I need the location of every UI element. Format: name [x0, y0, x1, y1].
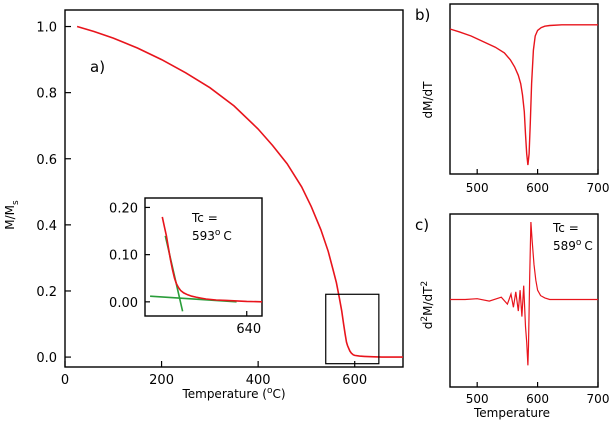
panel-c-y-axis-label: d2M/dT2 [420, 281, 435, 329]
panel-a-y-tick-label: 0.8 [36, 87, 57, 102]
panel-a-y-axis: 0.0 0.2 0.4 0.6 0.8 1.0 [36, 21, 71, 366]
panel-a-inset-y-tick-label: 0.10 [109, 249, 138, 264]
panel-a-inset-annotation-tc: Tc = [191, 211, 218, 225]
panel-b-x-tick-label: 600 [526, 181, 549, 195]
panel-b-chart: 500 600 700 b) dM/dT [415, 3, 610, 195]
panel-a-y-tick-label: 0.6 [36, 153, 57, 168]
panel-c-x-tick-label: 500 [466, 392, 489, 406]
panel-a-inset-chart: 640 0.00 0.10 0.20 Tc = 593o C [109, 197, 263, 337]
panel-c-x-axis: 500 600 700 [466, 382, 610, 406]
panel-a-label: a) [90, 58, 105, 76]
panel-a-inset-y-tick-label: 0.20 [109, 201, 138, 216]
panel-c-series-line [450, 221, 598, 366]
panel-c-frame [449, 213, 599, 388]
panel-a-x-tick-label: 0 [61, 373, 69, 388]
panel-a-series-line [76, 25, 403, 358]
panel-a-frame [64, 9, 404, 368]
panel-b-x-axis: 500 600 700 [466, 169, 610, 195]
panel-a-y-tick-label: 0.4 [36, 219, 57, 234]
panel-b-y-axis-label: dM/dT [421, 81, 435, 119]
panel-c-annotation-tc: Tc = [552, 221, 579, 235]
panel-a-inset-series-line [161, 216, 263, 303]
panel-c-label: c) [415, 216, 429, 234]
panel-a-y-tick-label: 1.0 [36, 21, 57, 36]
panel-a-x-tick-label: 200 [149, 373, 174, 388]
panel-a-zoom-box [325, 293, 380, 365]
panel-b-series-line [449, 24, 598, 166]
panel-a-inset-y-tick-label: 0.00 [109, 296, 138, 311]
panel-b-frame [449, 3, 599, 175]
panel-a-inset-x-axis: 640 [236, 311, 261, 337]
panel-a-x-tick-label: 400 [246, 373, 271, 388]
panel-a-x-axis: 0 200 400 600 [61, 361, 367, 388]
panel-c-chart: 500 600 700 c) d2M/dT2 Temperature Tc = 58… [415, 213, 610, 420]
panel-a-y-tick-label: 0.0 [36, 351, 57, 366]
panel-c-x-tick-label: 600 [526, 392, 549, 406]
panel-b-x-tick-label: 500 [466, 181, 489, 195]
panel-b-x-tick-label: 700 [587, 181, 610, 195]
panel-a-inset-x-tick-label: 640 [236, 322, 261, 337]
panel-a-x-tick-label: 600 [342, 373, 367, 388]
panel-a-y-axis-label: M/Ms [3, 200, 21, 230]
panel-c-x-tick-label: 700 [587, 392, 610, 406]
panel-b-label: b) [415, 6, 430, 24]
panel-a-inset-annotation-value: 593o C [192, 228, 232, 243]
panel-c-annotation-value: 589o C [553, 238, 593, 253]
panel-a-inset-y-axis: 0.00 0.10 0.20 [109, 201, 150, 311]
panel-a-x-axis-label: Temperature (oC) [181, 386, 285, 401]
panel-a-y-tick-label: 0.2 [36, 285, 57, 300]
panel-c-x-axis-label: Temperature [473, 406, 550, 420]
panel-a-chart: 0 200 400 600 0.0 0.2 0.4 0.6 0.8 1.0 a) Tempera… [3, 9, 404, 401]
